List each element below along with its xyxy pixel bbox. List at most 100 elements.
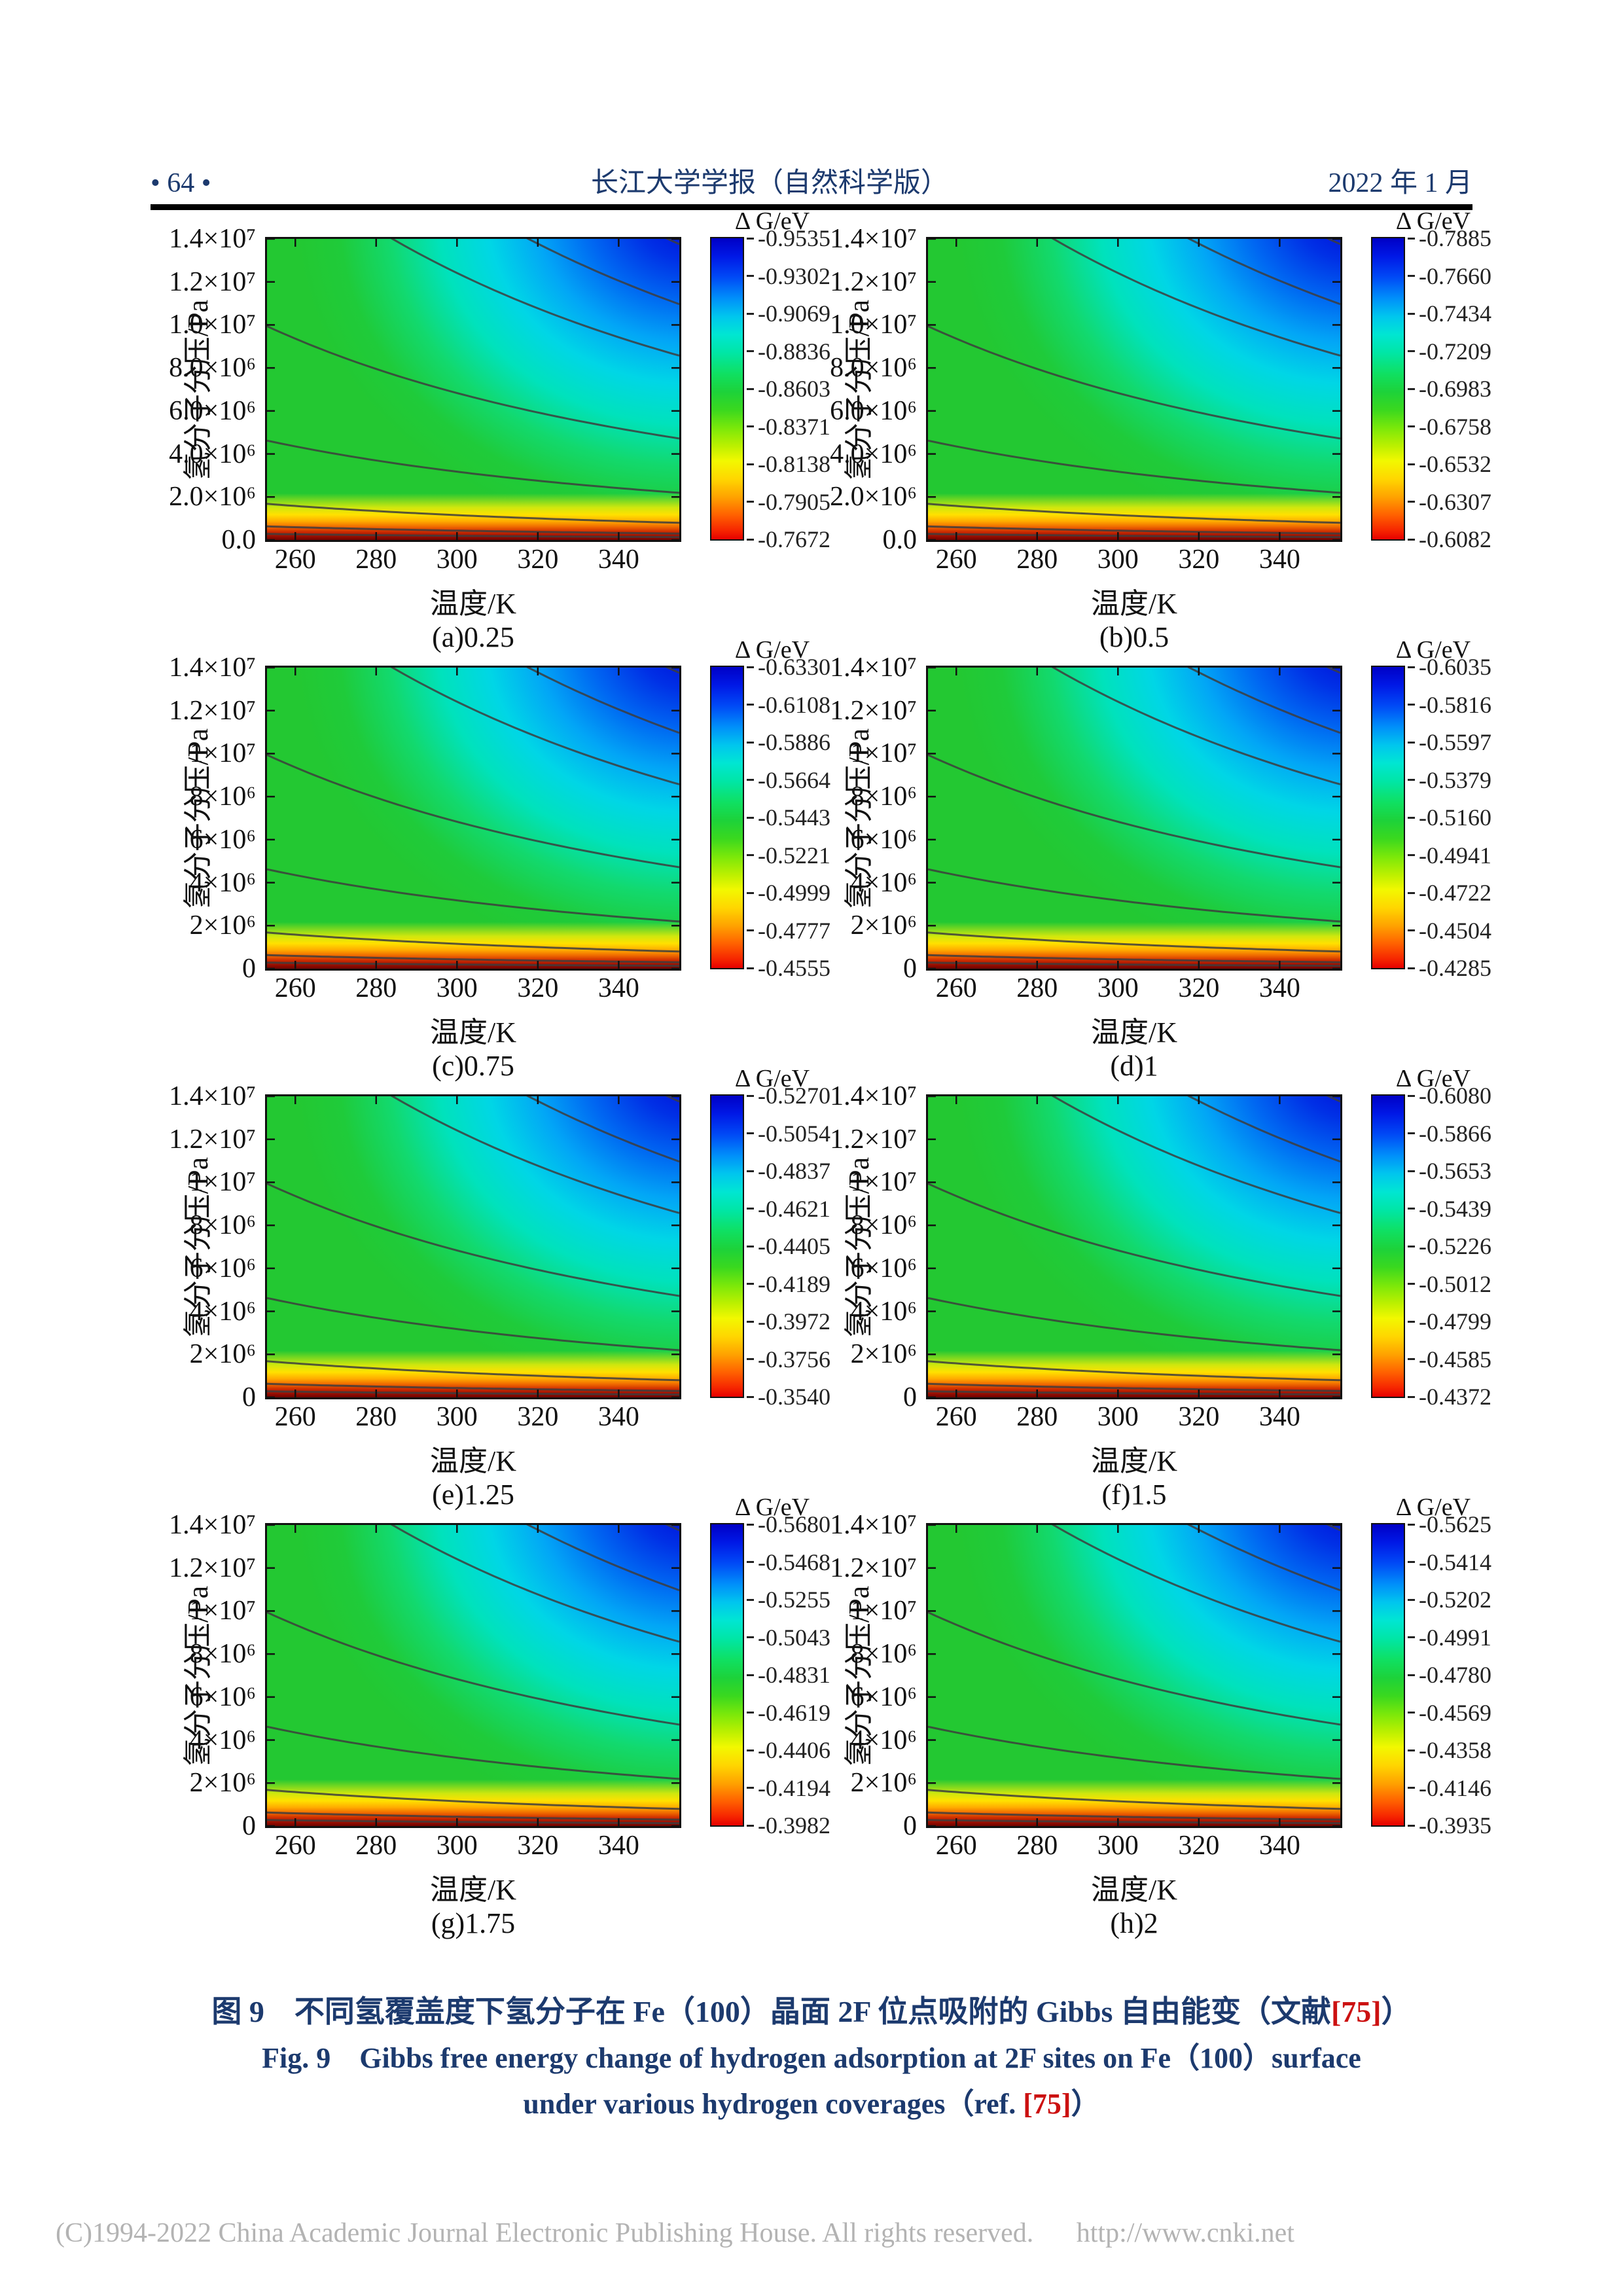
x-tick-label: 320 [1178, 1402, 1220, 1432]
y-tick-label: 2×10⁶ [189, 1339, 256, 1370]
contour-line [1187, 239, 1340, 306]
contour-line [1326, 239, 1340, 245]
y-tick-label: 1.2×10⁷ [169, 1552, 256, 1583]
contour-line [928, 525, 1340, 535]
colorbar-tick-label: -0.4941 [1408, 842, 1519, 869]
subplot: 氢分子分压/Pa 1.4×10⁷ 1.2×10⁷ 1×10⁷ 8×10⁶ 6×10⁶ 4×… [151, 1065, 830, 1516]
contour-plot [926, 666, 1342, 971]
contour-lines [928, 1525, 1340, 1826]
colorbar-tick-mark [747, 275, 754, 277]
contour-line [665, 1525, 679, 1532]
colorbar-tick-mark [747, 463, 754, 465]
contour-line [665, 239, 679, 245]
y-tick-label: 1×10⁷ [189, 1167, 256, 1198]
colorbar-tick-mark [1408, 1208, 1415, 1210]
y-tick-label: 0.0 [882, 525, 918, 555]
colorbar-tick-label: -0.4194 [747, 1775, 858, 1801]
colorbar-tick-mark [1408, 538, 1415, 541]
y-tick-label: 8×10⁶ [189, 781, 256, 812]
colorbar-tick-label: -0.4569 [1408, 1700, 1519, 1726]
colorbar-tick-label: -0.4189 [747, 1271, 858, 1297]
y-tick-label: 1×10⁷ [189, 738, 256, 769]
y-tick-label: 4×10⁶ [189, 867, 256, 898]
y-tick-label: 1.2×10⁷ [169, 695, 256, 726]
subplot-caption: (g)1.75 [431, 1907, 516, 1939]
colorbar-title: Δ G/eV [1395, 1494, 1471, 1521]
y-tick-label: 0 [242, 1811, 256, 1841]
x-tick-label: 320 [517, 545, 559, 575]
colorbar-tick-label: -0.4799 [1408, 1308, 1519, 1335]
x-axis-title: 温度/K [1091, 588, 1177, 620]
contour-line [267, 1390, 679, 1396]
y-tick-label: 1.2×10⁷ [169, 1124, 256, 1155]
subplot: 氢分子分压/Pa 1.4×10⁷ 1.2×10⁷ 1×10⁷ 8×10⁶ 6×10⁶ 4×… [812, 1065, 1491, 1516]
caption-zh-close: ） [1381, 1995, 1412, 2028]
contour-lines [928, 1096, 1340, 1397]
colorbar-tick-label: -0.5625 [1408, 1511, 1519, 1537]
colorbar-tick-label: -0.4780 [1408, 1662, 1519, 1688]
colorbar-tick-label: -0.4722 [1408, 880, 1519, 906]
colorbar-tick-label: -0.4358 [1408, 1737, 1519, 1763]
contour-line [267, 1183, 679, 1297]
colorbar-tick-label: -0.5255 [747, 1587, 858, 1613]
x-tick-label: 280 [1016, 973, 1058, 1003]
colorbar [710, 237, 744, 541]
colorbar-tick-label: -0.4585 [1408, 1346, 1519, 1372]
figure-caption-en-line2: under various hydrogen coverages（ref. [7… [0, 2081, 1623, 2127]
issue-date: 2022 年 1 月 [1328, 168, 1472, 198]
contour-line [267, 754, 679, 869]
x-tick-label: 260 [935, 545, 977, 575]
colorbar-tick-label: -0.5886 [747, 729, 858, 755]
colorbar-tick-mark [1408, 1320, 1415, 1323]
colorbar-tick-mark [1408, 967, 1415, 969]
colorbar-tick-mark [747, 1132, 754, 1134]
y-tick-label: 1.0×10⁷ [169, 310, 256, 340]
x-tick-label: 340 [597, 1402, 639, 1432]
colorbar-tick-label: -0.6080 [1408, 1083, 1519, 1109]
y-tick-label: 0 [242, 954, 256, 984]
x-tick-label: 300 [436, 1831, 478, 1861]
x-tick-label: 260 [935, 1831, 977, 1861]
colorbar-tick-mark [747, 816, 754, 819]
x-tick-label: 260 [274, 973, 316, 1003]
x-tick-label: 340 [597, 545, 639, 575]
colorbar-tick-mark [747, 1561, 754, 1563]
colorbar-tick-label: -0.4146 [1408, 1775, 1519, 1801]
figure-caption-zh: 图 9 不同氢覆盖度下氢分子在 Fe（100）晶面 2F 位点吸附的 Gibbs… [0, 1988, 1623, 2036]
y-tick-label: 1.4×10⁷ [169, 653, 256, 683]
colorbar-tick-label: -0.9302 [747, 263, 858, 289]
contour-line [928, 961, 1340, 967]
contour-line [267, 961, 679, 967]
contour-line [267, 439, 679, 494]
colorbar-tick-mark [1408, 1358, 1415, 1360]
y-tick-label: 8.0×10⁶ [169, 353, 256, 384]
x-tick-label: 340 [1258, 1831, 1300, 1861]
contour-line [928, 439, 1340, 494]
colorbar-title: Δ G/eV [1395, 636, 1471, 664]
y-tick-label: 1×10⁷ [850, 1167, 917, 1198]
colorbar-tick-mark [747, 1824, 754, 1827]
contour-plot [926, 1523, 1342, 1828]
colorbar-tick-mark [1408, 779, 1415, 781]
colorbar-tick-label: -0.8603 [747, 376, 858, 402]
colorbar-tick-label: -0.6082 [1408, 526, 1519, 552]
contour-line [526, 1525, 679, 1592]
contour-line [1326, 1525, 1340, 1532]
x-tick-label: 320 [1178, 973, 1220, 1003]
contour-line [267, 1789, 679, 1810]
colorbar-tick-mark [1408, 463, 1415, 465]
x-tick-label: 340 [597, 973, 639, 1003]
journal-title: 长江大学学报（自然科学版） [590, 168, 948, 198]
y-tick-label: 0 [903, 954, 917, 984]
y-tick-label: 0 [242, 1382, 256, 1412]
reference-number: [75] [1023, 2088, 1071, 2120]
y-tick-label: 2×10⁶ [189, 1768, 256, 1799]
colorbar-tick-mark [747, 1283, 754, 1285]
colorbar-tick-label: -0.5816 [1408, 692, 1519, 718]
contour-line [928, 1183, 1340, 1297]
x-tick-label: 340 [1258, 973, 1300, 1003]
contour-line [665, 668, 679, 674]
x-tick-label: 340 [1258, 545, 1300, 575]
figure-caption: 图 9 不同氢覆盖度下氢分子在 Fe（100）晶面 2F 位点吸附的 Gibbs… [0, 1988, 1623, 2127]
contour-line [928, 1789, 1340, 1810]
